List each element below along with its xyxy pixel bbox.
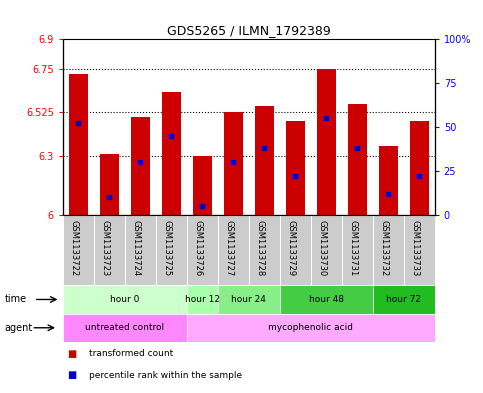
Bar xyxy=(69,74,87,215)
Text: hour 48: hour 48 xyxy=(309,295,344,304)
Bar xyxy=(280,285,373,314)
Text: transformed count: transformed count xyxy=(89,349,173,358)
Bar xyxy=(187,215,218,285)
Bar xyxy=(63,314,187,342)
Bar xyxy=(94,215,125,285)
Bar xyxy=(125,215,156,285)
Text: GSM1133722: GSM1133722 xyxy=(69,220,78,276)
Bar xyxy=(218,285,280,314)
Bar xyxy=(63,285,187,314)
Bar xyxy=(249,215,280,285)
Title: GDS5265 / ILMN_1792389: GDS5265 / ILMN_1792389 xyxy=(167,24,331,37)
Text: hour 12: hour 12 xyxy=(185,295,220,304)
Bar xyxy=(342,215,373,285)
Bar xyxy=(218,215,249,285)
Bar xyxy=(379,147,398,215)
Bar xyxy=(410,121,428,215)
Bar xyxy=(224,112,242,215)
Text: hour 72: hour 72 xyxy=(386,295,421,304)
Text: hour 24: hour 24 xyxy=(231,295,266,304)
Text: GSM1133729: GSM1133729 xyxy=(286,220,295,276)
Text: mycophenolic acid: mycophenolic acid xyxy=(268,323,353,332)
Bar xyxy=(373,285,435,314)
Bar xyxy=(187,314,435,342)
Text: GSM1133730: GSM1133730 xyxy=(317,220,326,277)
Text: GSM1133732: GSM1133732 xyxy=(379,220,388,277)
Text: GSM1133723: GSM1133723 xyxy=(100,220,109,277)
Text: GSM1133733: GSM1133733 xyxy=(410,220,419,277)
Bar xyxy=(348,104,367,215)
Text: GSM1133725: GSM1133725 xyxy=(162,220,171,276)
Text: agent: agent xyxy=(5,323,33,333)
Bar xyxy=(311,215,342,285)
Bar xyxy=(373,215,404,285)
Text: time: time xyxy=(5,294,27,305)
Text: GSM1133731: GSM1133731 xyxy=(348,220,357,277)
Bar xyxy=(187,285,218,314)
Text: GSM1133726: GSM1133726 xyxy=(193,220,202,277)
Text: untreated control: untreated control xyxy=(85,323,164,332)
Text: hour 0: hour 0 xyxy=(110,295,140,304)
Bar xyxy=(193,156,212,215)
Bar xyxy=(286,121,304,215)
Text: GSM1133727: GSM1133727 xyxy=(224,220,233,277)
Bar xyxy=(63,215,94,285)
Text: ■: ■ xyxy=(68,349,77,359)
Text: GSM1133724: GSM1133724 xyxy=(131,220,140,276)
Bar xyxy=(255,105,273,215)
Bar xyxy=(280,215,311,285)
Bar xyxy=(317,68,336,215)
Text: percentile rank within the sample: percentile rank within the sample xyxy=(89,371,242,380)
Bar xyxy=(162,92,181,215)
Bar xyxy=(404,215,435,285)
Bar xyxy=(131,117,150,215)
Bar xyxy=(156,215,187,285)
Bar xyxy=(100,154,118,215)
Text: GSM1133728: GSM1133728 xyxy=(255,220,264,277)
Text: ■: ■ xyxy=(68,370,77,380)
